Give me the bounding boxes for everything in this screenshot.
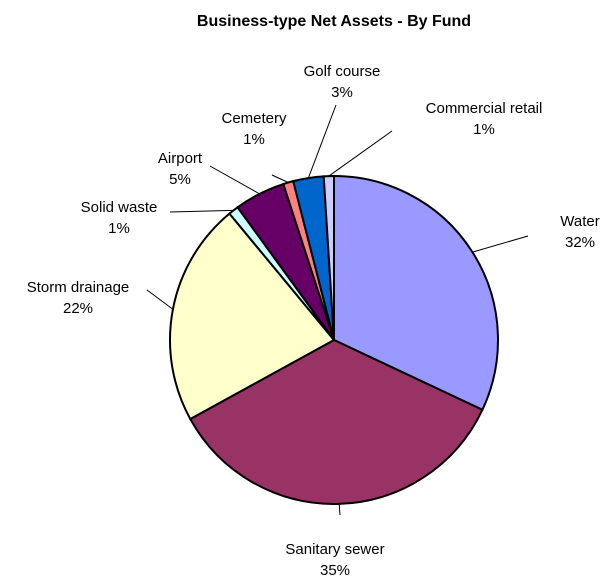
chart-title: Business-type Net Assets - By Fund [197, 13, 471, 30]
slice-percent-golf-course: 3% [331, 84, 353, 101]
leader-line-commercial-retail [328, 130, 393, 177]
slice-percent-solid-waste: 1% [108, 220, 130, 237]
slice-percent-airport: 5% [169, 171, 191, 188]
slice-label-storm-drainage: Storm drainage [27, 279, 130, 296]
slice-label-solid-waste: Solid waste [81, 199, 158, 216]
slice-percent-storm-drainage: 22% [63, 300, 93, 317]
leader-line-solid-waste [169, 209, 234, 213]
pie-slice-storm-drainage [169, 212, 336, 421]
leader-line-cemetery [271, 174, 289, 183]
leader-line-sanitary-sewer [338, 503, 341, 516]
leader-line-water [472, 235, 529, 253]
slice-label-golf-course: Golf course [304, 63, 381, 80]
leader-line-airport [209, 165, 260, 195]
slice-label-airport: Airport [158, 150, 203, 167]
slice-label-cemetery: Cemetery [221, 110, 287, 127]
leader-line-storm-drainage [146, 289, 174, 310]
slice-labels: Water 32% Sanitary sewer 35% Storm drainage 2… [27, 63, 600, 579]
leader-line-golf-course [307, 104, 337, 179]
pie-slice-water [333, 174, 499, 412]
slice-percent-water: 32% [565, 234, 595, 251]
pie-slices [169, 174, 499, 505]
slice-percent-sanitary-sewer: 35% [320, 562, 350, 579]
slice-label-commercial-retail: Commercial retail [426, 100, 543, 117]
pie-slice-commercial-retail [322, 174, 335, 341]
slice-percent-cemetery: 1% [243, 131, 265, 148]
leader-lines [146, 104, 529, 516]
slice-label-sanitary-sewer: Sanitary sewer [285, 541, 384, 558]
slice-percent-commercial-retail: 1% [473, 121, 495, 138]
slice-label-water: Water [560, 213, 599, 230]
